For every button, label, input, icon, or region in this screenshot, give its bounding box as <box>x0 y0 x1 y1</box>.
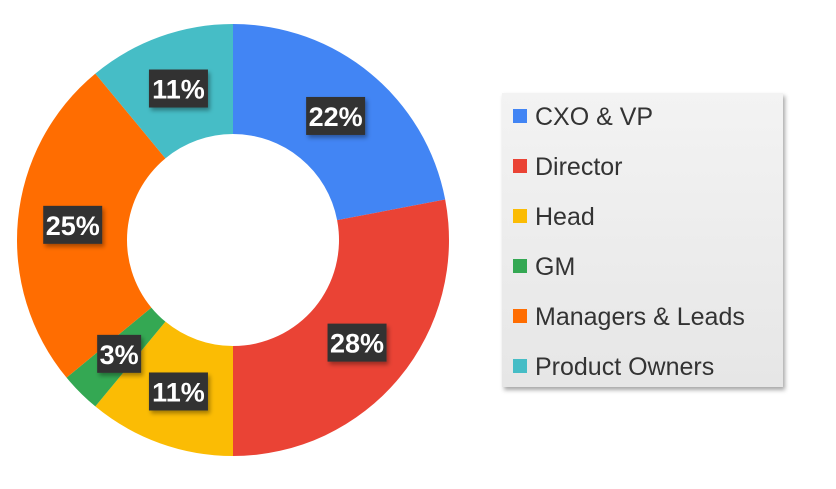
data-label-managers-and-leads: 25% <box>43 205 103 244</box>
legend-label: Product Owners <box>535 353 714 381</box>
data-label-product-owners: 11% <box>148 69 208 108</box>
data-label-text: 11% <box>152 377 205 407</box>
legend-swatch <box>513 109 527 123</box>
data-label-text: 22% <box>309 102 363 132</box>
data-label-box <box>43 205 103 244</box>
legend-label: GM <box>535 253 575 281</box>
legend-item-gm: GM <box>513 253 575 281</box>
legend-swatch <box>513 209 527 223</box>
legend-label: Head <box>535 203 595 231</box>
legend: CXO & VP Director Head GM Managers & Leads Pr… <box>502 93 783 387</box>
legend-label: Managers & Leads <box>535 303 745 331</box>
legend-label: CXO & VP <box>535 103 653 131</box>
data-label-box <box>148 69 208 108</box>
legend-item-managers-and-leads: Managers & Leads <box>513 303 745 331</box>
data-label-text: 25% <box>46 211 100 241</box>
data-label-director: 28% <box>327 323 387 362</box>
legend-item-product-owners: Product Owners <box>513 353 714 381</box>
data-label-box <box>97 334 142 373</box>
legend-swatch <box>513 359 527 373</box>
data-label-text: 11% <box>152 75 205 105</box>
data-label-cxo-and-vp: 22% <box>306 96 366 135</box>
legend-item-cxo-and-vp: CXO & VP <box>513 103 653 131</box>
legend-swatch <box>513 259 527 273</box>
legend-item-director: Director <box>513 153 623 181</box>
data-labels: 22% 28% 11% 3% 25% 11% <box>43 69 387 411</box>
data-label-box <box>306 96 366 135</box>
legend-label: Director <box>535 153 623 181</box>
data-label-text: 3% <box>100 340 139 370</box>
legend-item-head: Head <box>513 203 595 231</box>
legend-box <box>502 93 783 387</box>
data-label-box <box>148 372 208 411</box>
legend-swatch <box>513 159 527 173</box>
data-label-text: 28% <box>330 329 384 359</box>
data-label-box <box>327 323 387 362</box>
data-label-head: 11% <box>148 372 208 411</box>
legend-swatch <box>513 309 527 323</box>
data-label-gm: 3% <box>97 334 142 373</box>
